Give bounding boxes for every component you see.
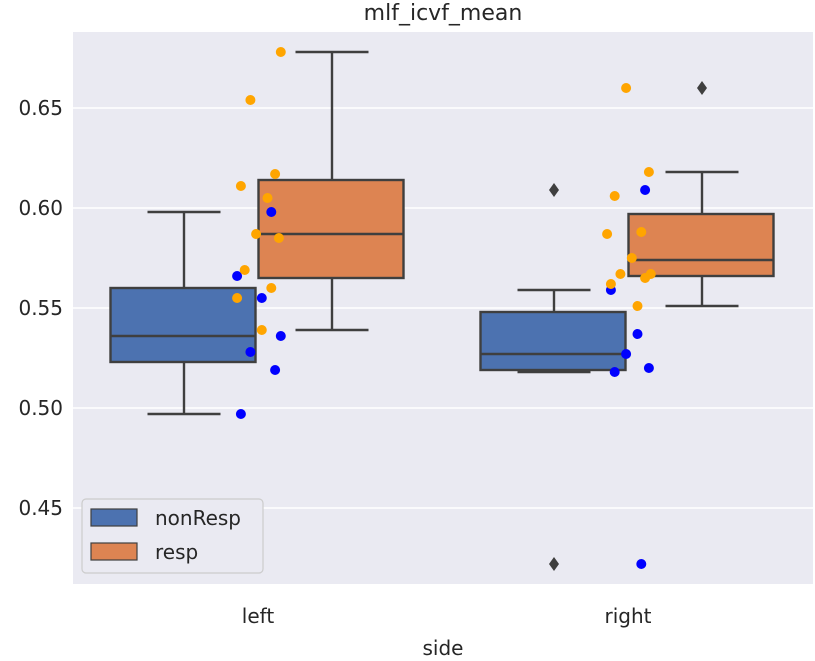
point-nonresp-left xyxy=(245,347,256,357)
point-resp-left xyxy=(239,265,250,275)
x-tick-label: left xyxy=(242,604,275,628)
point-resp-right xyxy=(605,279,616,289)
axis-ticks: 0.45 0.50 0.55 0.60 0.65 left right xyxy=(18,96,651,628)
point-resp-left xyxy=(270,169,281,179)
point-nonresp-left xyxy=(256,293,267,303)
point-resp-right xyxy=(636,227,647,237)
point-resp-left xyxy=(256,325,267,335)
y-tick-label: 0.65 xyxy=(18,96,63,120)
box-plots xyxy=(109,50,775,571)
point-resp-left xyxy=(262,193,273,203)
point-resp-left xyxy=(245,95,256,105)
legend: nonResp resp xyxy=(81,498,264,574)
point-resp-right xyxy=(602,229,613,239)
outlier-nonresp-right xyxy=(549,183,559,197)
chart-title: mlf_icvf_mean xyxy=(364,1,523,26)
box-resp-left xyxy=(257,178,405,280)
y-tick-label: 0.45 xyxy=(18,496,63,520)
point-nonresp-right xyxy=(621,349,632,359)
box-resp-right xyxy=(627,212,775,278)
outlier-nonresp-right xyxy=(549,557,559,571)
box-nonresp-right xyxy=(479,310,627,372)
point-resp-right xyxy=(609,191,620,201)
legend-swatch-resp xyxy=(90,542,138,561)
point-nonresp-left xyxy=(270,365,281,375)
y-tick-label: 0.55 xyxy=(18,296,63,320)
legend-label-resp: resp xyxy=(155,540,198,564)
point-resp-left xyxy=(266,283,277,293)
point-resp-left xyxy=(235,181,246,191)
point-resp-right xyxy=(632,301,643,311)
point-nonresp-left xyxy=(266,207,277,217)
legend-swatch-nonresp xyxy=(90,508,138,527)
legend-label-nonresp: nonResp xyxy=(155,506,241,530)
point-resp-left xyxy=(251,229,262,239)
point-nonresp-right xyxy=(643,363,654,373)
data-points xyxy=(232,47,656,569)
point-nonresp-right xyxy=(632,329,643,339)
point-resp-right xyxy=(621,83,632,93)
point-nonresp-right xyxy=(609,367,620,377)
x-axis-label: side xyxy=(423,636,464,660)
point-resp-right xyxy=(626,253,637,263)
point-nonresp-left xyxy=(235,409,246,419)
point-resp-right xyxy=(615,269,626,279)
y-tick-label: 0.50 xyxy=(18,396,63,420)
point-resp-left xyxy=(275,47,286,57)
box-nonresp-left xyxy=(109,286,257,364)
point-nonresp-right xyxy=(636,559,647,569)
point-resp-right xyxy=(640,273,651,283)
point-nonresp-left xyxy=(232,271,243,281)
x-tick-label: right xyxy=(605,604,652,628)
point-resp-right xyxy=(643,167,654,177)
outlier-resp-right xyxy=(697,81,707,95)
point-nonresp-right xyxy=(640,185,651,195)
point-nonresp-left xyxy=(275,331,286,341)
point-resp-left xyxy=(273,233,284,243)
point-resp-left xyxy=(232,293,243,303)
y-tick-label: 0.60 xyxy=(18,196,63,220)
